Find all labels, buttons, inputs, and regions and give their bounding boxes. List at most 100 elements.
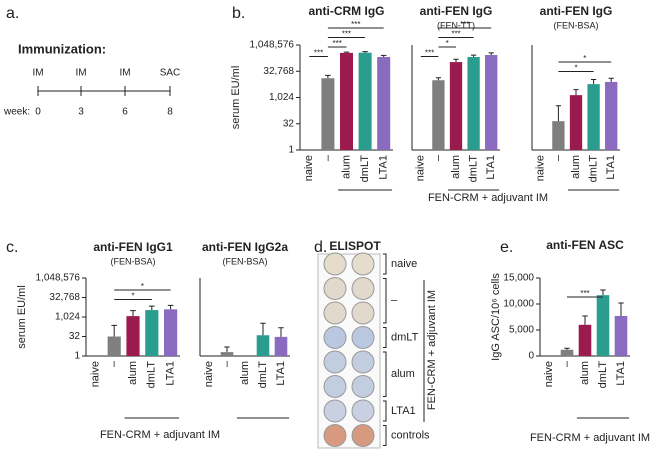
- x-tick-label: LTA1: [615, 361, 627, 386]
- x-tick-label: alum: [570, 155, 582, 179]
- significance-label: ***: [351, 20, 360, 29]
- group-bracket: [383, 327, 387, 348]
- bar: [605, 81, 618, 150]
- error-bar: [618, 302, 624, 316]
- bar: [587, 84, 600, 150]
- y-tick-label: 32,768: [49, 292, 80, 303]
- week-label: 8: [167, 107, 173, 118]
- error-bar: [380, 54, 387, 58]
- elispot-group-label: controls: [391, 429, 430, 441]
- bar: [467, 57, 480, 151]
- bar: [126, 316, 140, 356]
- error-bar: [488, 52, 494, 56]
- y-tick-label: 32,768: [263, 66, 294, 77]
- x-tick-label: –: [221, 360, 233, 367]
- bar: [614, 315, 628, 356]
- elispot-well: [351, 252, 375, 276]
- elispot-well: [351, 399, 375, 423]
- panel-label: e.: [500, 239, 513, 256]
- y-tick-label: 5,000: [509, 325, 534, 336]
- x-axis-label: FEN-CRM + adjuvant IM: [428, 192, 548, 204]
- x-tick-label: LTA1: [165, 361, 177, 386]
- chart-title: anti-FEN IgG: [540, 4, 613, 18]
- bar: [358, 52, 372, 150]
- bar: [560, 349, 574, 356]
- error-bar: [555, 105, 562, 122]
- significance-label: ***: [580, 289, 589, 298]
- elispot-well: [323, 399, 347, 423]
- elispot-well: [323, 252, 347, 276]
- week-label: 0: [35, 107, 41, 118]
- error-bar: [590, 79, 597, 85]
- significance-label: *: [583, 54, 586, 63]
- error-bar: [582, 315, 588, 325]
- error-bar: [600, 289, 606, 296]
- bar: [339, 52, 354, 151]
- x-tick-label: dmLT: [588, 155, 600, 183]
- x-axis-label: FEN-CRM + adjuvant IM: [100, 429, 220, 441]
- elispot-group-label: naive: [391, 258, 417, 270]
- bar: [321, 78, 335, 150]
- chart-title: anti-FEN IgG: [420, 4, 493, 18]
- elispot-well: [323, 277, 347, 300]
- panel-label: b.: [232, 5, 245, 22]
- x-tick-label: alum: [127, 361, 139, 385]
- error-bar: [453, 58, 459, 63]
- x-tick-label: –: [432, 154, 444, 161]
- elispot-well: [351, 375, 375, 398]
- y-tick-label: 32: [69, 331, 81, 342]
- x-tick-label: dmLT: [597, 361, 609, 389]
- elispot-well: [351, 277, 375, 300]
- event-label: IM: [75, 68, 86, 79]
- elispot-side-label: FEN-CRM + adjuvant IM: [426, 290, 438, 410]
- group-bracket: [383, 278, 387, 324]
- event-label: SAC: [160, 68, 181, 79]
- x-tick-label: naive: [89, 361, 101, 387]
- chart-subtitle: (FEN-BSA): [111, 256, 156, 266]
- bar: [107, 336, 121, 356]
- bar: [220, 352, 234, 356]
- event-label: IM: [32, 68, 43, 79]
- x-tick-label: dmLT: [468, 155, 480, 183]
- x-tick-label: dmLT: [146, 361, 158, 389]
- y-tick-label: 15,000: [503, 273, 534, 284]
- x-tick-label: –: [552, 154, 564, 161]
- elispot-group-label: alum: [391, 368, 415, 380]
- group-bracket: [383, 253, 387, 275]
- elispot-group-label: –: [391, 295, 398, 307]
- significance-label: ***: [314, 49, 323, 58]
- y-axis-label: serum EU/ml: [16, 285, 28, 349]
- error-bar: [573, 89, 579, 96]
- y-tick-label: 1,048,576: [36, 273, 81, 284]
- error-bar: [564, 347, 570, 350]
- chart-subtitle: (FEN-BSA): [223, 256, 268, 266]
- bar: [377, 57, 391, 151]
- x-tick-label: alum: [239, 361, 251, 385]
- elispot-group-label: dmLT: [391, 331, 419, 343]
- error-bar: [111, 324, 118, 337]
- x-tick-label: naive: [303, 155, 315, 181]
- bar: [578, 324, 592, 356]
- x-tick-label: LTA1: [275, 361, 287, 386]
- group-bracket: [383, 400, 387, 422]
- y-axis-label: serum EU/ml: [230, 66, 242, 130]
- x-tick-label: alum: [579, 361, 591, 385]
- panel-label: c.: [6, 239, 18, 256]
- x-tick-label: –: [561, 360, 573, 367]
- elispot-well: [323, 326, 347, 349]
- x-tick-label: –: [322, 154, 334, 161]
- error-bar: [325, 74, 331, 79]
- panel-label: a.: [6, 5, 19, 22]
- bar: [449, 62, 463, 150]
- x-tick-label: naive: [203, 361, 215, 387]
- x-tick-label: alum: [340, 155, 352, 179]
- significance-label: *: [446, 39, 449, 48]
- timeline-title: Immunization:: [18, 41, 106, 56]
- y-tick-label: 0: [528, 351, 534, 362]
- bar: [596, 295, 610, 356]
- x-tick-label: LTA1: [485, 155, 497, 180]
- elispot-well: [323, 375, 347, 398]
- chart-subtitle: (FEN-TT): [437, 20, 475, 30]
- bar: [485, 55, 498, 150]
- error-bar: [470, 54, 477, 58]
